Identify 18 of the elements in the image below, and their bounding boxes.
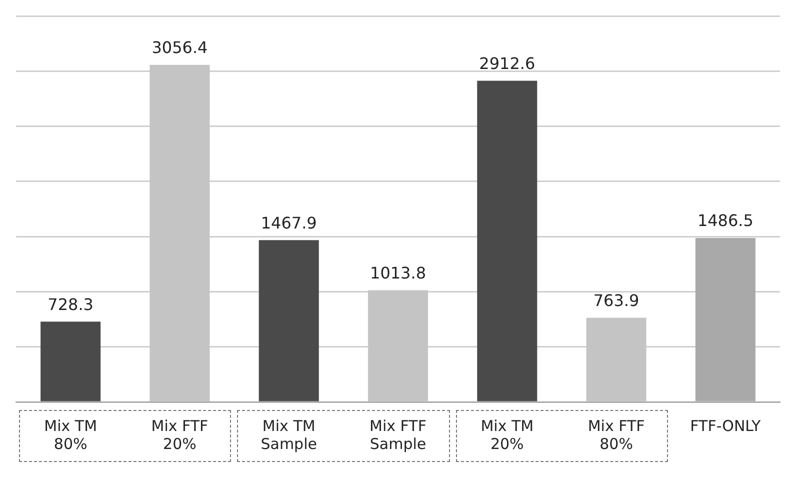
data-label: 728.3: [48, 294, 94, 314]
data-label: 763.9: [593, 290, 640, 310]
bar: [40, 322, 101, 402]
x-tick-label: Mix FTF 20%: [151, 416, 208, 453]
x-tick-label: Mix TM 20%: [480, 416, 534, 453]
x-tick-label: Mix FTF 80%: [588, 416, 645, 453]
x-tick-label: Mix FTF Sample: [370, 416, 426, 453]
bar: [258, 240, 319, 402]
data-label: 1013.8: [370, 263, 426, 282]
x-tick-label: FTF-ONLY: [690, 416, 762, 435]
data-label: 1486.5: [697, 211, 754, 230]
data-label: 2912.6: [479, 54, 536, 73]
bar: [477, 80, 538, 402]
x-tick-label: Mix TM Sample: [260, 416, 317, 453]
data-label: 3056.4: [152, 38, 208, 58]
bar: [695, 238, 756, 402]
x-tick-label: Mix TM 80%: [44, 416, 97, 453]
data-label: 1467.9: [260, 213, 317, 232]
